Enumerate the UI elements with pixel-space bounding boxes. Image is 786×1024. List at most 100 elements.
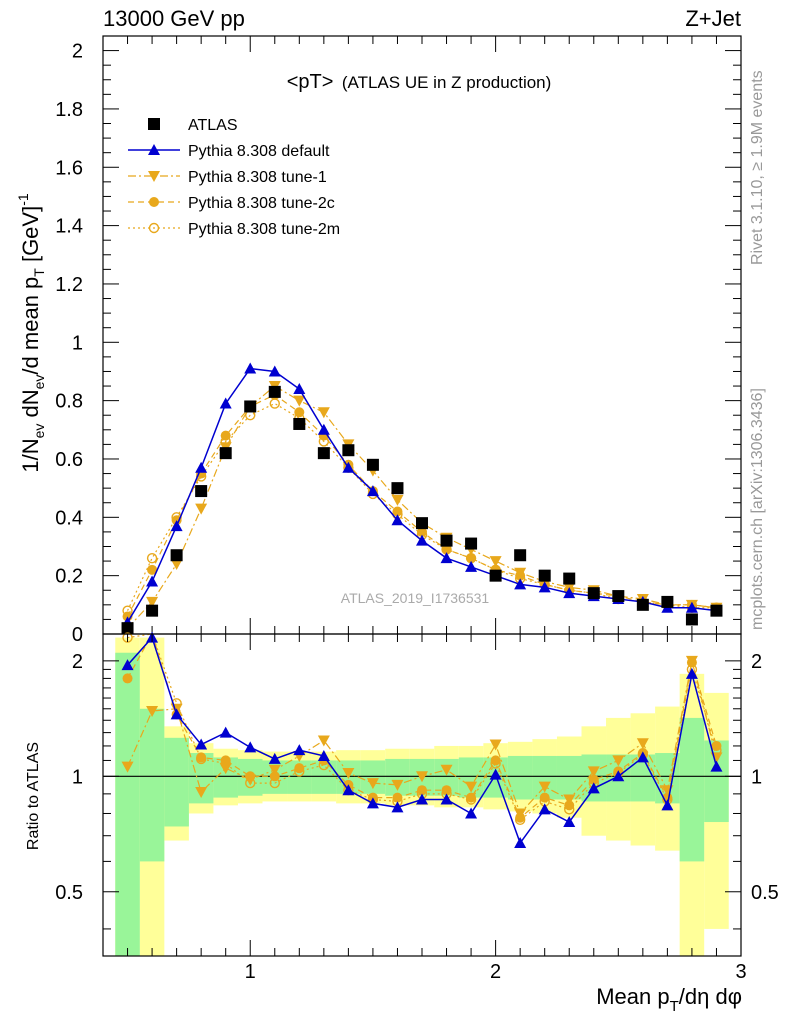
point-data [342, 444, 355, 457]
point-tune1 [391, 494, 404, 506]
point-tune2m [146, 552, 158, 564]
ratio-point-default [170, 708, 183, 720]
ratio-point-default [342, 784, 355, 796]
point-tune2c [294, 407, 305, 418]
ratio-point-default [366, 797, 379, 809]
ratio-point-tune1 [440, 764, 453, 776]
point-default [465, 560, 478, 572]
ratio-y-tick-label-left: 2 [72, 651, 83, 673]
point-tune2c [147, 564, 158, 575]
y-tick-label: 1.6 [55, 157, 83, 179]
x-tick-label: 3 [735, 961, 746, 983]
legend-entry-data: ATLAS [148, 117, 238, 134]
ratio-point-tune1 [563, 794, 576, 806]
legend-label: ATLAS [188, 117, 238, 134]
ratio-point-tune1 [489, 739, 502, 751]
ratio-point-default [587, 782, 600, 794]
point-default [146, 575, 159, 587]
legend-marker [148, 144, 160, 155]
point-default [440, 552, 453, 564]
ratio-y-tick-label-right: 2 [751, 651, 762, 673]
side-label-top: Rivet 3.1.10, ≥ 1.9M events [749, 70, 766, 265]
ratio-point-default [244, 741, 257, 753]
point-default [195, 461, 208, 473]
point-default [219, 397, 232, 409]
x-axis-label: Mean pT/dη dφ [596, 984, 742, 1015]
ratio-point-tune2c [466, 792, 477, 803]
ratio-point-tune2c [269, 771, 280, 782]
ratio-point-default [195, 738, 208, 750]
ratio-y-axis-label: Ratio to ATLAS [25, 742, 42, 850]
ratio-point-default [440, 793, 453, 805]
ratio-point-tune1 [612, 755, 625, 767]
uncertainty-band-inner [679, 717, 705, 862]
legend-entry-default: Pythia 8.308 default [128, 143, 330, 160]
ratio-point-default [636, 751, 649, 763]
legend-entry-tune2m: Pythia 8.308 tune-2m [128, 221, 340, 238]
series-line-default [126, 367, 717, 623]
ratio-point-default [416, 793, 428, 805]
ratio-point-tune2c [588, 774, 599, 785]
header-left: 13000 GeV pp [103, 6, 245, 31]
ratio-point-default [293, 744, 306, 756]
ratio-point-tune1 [146, 706, 159, 718]
legend-marker [148, 222, 160, 234]
x-tick-label: 2 [490, 961, 501, 983]
ratio-panel: 0.5 0.5 1 1 2 2 1 2 3 [55, 631, 779, 983]
legend-marker [148, 171, 160, 182]
point-tune2c [417, 526, 427, 537]
ratio-point-tune1 [121, 761, 134, 773]
header-right: Z+Jet [685, 6, 741, 31]
y-tick-label: 0.6 [55, 449, 83, 471]
point-default [244, 362, 257, 374]
ratio-point-default [538, 803, 551, 815]
y-tick-label: 0.4 [55, 507, 83, 529]
legend-label: Pythia 8.308 tune-1 [188, 169, 327, 186]
legend-label: Pythia 8.308 tune-2m [188, 221, 340, 238]
ratio-point-default [489, 768, 502, 780]
main-y-axis-label: 1/Nev dNev/d mean pT [GeV]-1 [15, 193, 47, 473]
point-data [146, 604, 159, 617]
point-default [268, 365, 281, 377]
watermark: ATLAS_2019_I1736531 [341, 590, 490, 606]
ratio-point-tune1 [342, 768, 355, 780]
uncertainty-band-inner [507, 755, 533, 800]
y-tick-label: 0.2 [55, 566, 83, 588]
point-data [293, 417, 306, 430]
point-data [636, 598, 649, 611]
ratio-point-tune1 [538, 781, 551, 793]
ratio-point-default [563, 816, 576, 828]
ratio-point-tune2c [490, 755, 501, 766]
point-default [170, 520, 183, 532]
ratio-point-tune1 [195, 787, 208, 799]
point-default [685, 601, 698, 613]
uncertainty-band-inner [164, 737, 189, 827]
uncertainty-band-inner [115, 652, 140, 956]
legend-marker [149, 197, 159, 207]
ratio-point-tune2c [539, 792, 550, 803]
main-panel: 0 0.2 0.4 0.6 0.8 1 1.2 1.4 1.6 1.8 2 [55, 35, 742, 646]
point-data [416, 517, 428, 530]
point-data [317, 447, 330, 460]
ratio-y-tick-label-left: 0.5 [55, 882, 83, 904]
point-tune2c [392, 506, 403, 517]
point-default [538, 581, 551, 593]
ratio-point-tune1 [244, 774, 257, 786]
ratio-point-default [514, 837, 527, 849]
point-default [317, 423, 330, 435]
point-tune1 [195, 503, 208, 515]
ratio-point-default [685, 667, 698, 679]
series-tune2m [122, 398, 722, 616]
point-tune1 [146, 596, 159, 608]
point-tune2c [441, 544, 452, 555]
main-title-main: <pT> [287, 71, 334, 93]
legend: ATLAS Pythia 8.308 default Pythia 8.308 tu… [128, 117, 340, 238]
point-default [416, 534, 428, 546]
point-data [195, 485, 208, 498]
ratio-point-tune2c [196, 752, 207, 763]
series-tune2c [122, 389, 722, 622]
point-data [612, 590, 625, 603]
point-tune2c [220, 430, 231, 441]
y-tick-label: 0 [72, 624, 83, 646]
